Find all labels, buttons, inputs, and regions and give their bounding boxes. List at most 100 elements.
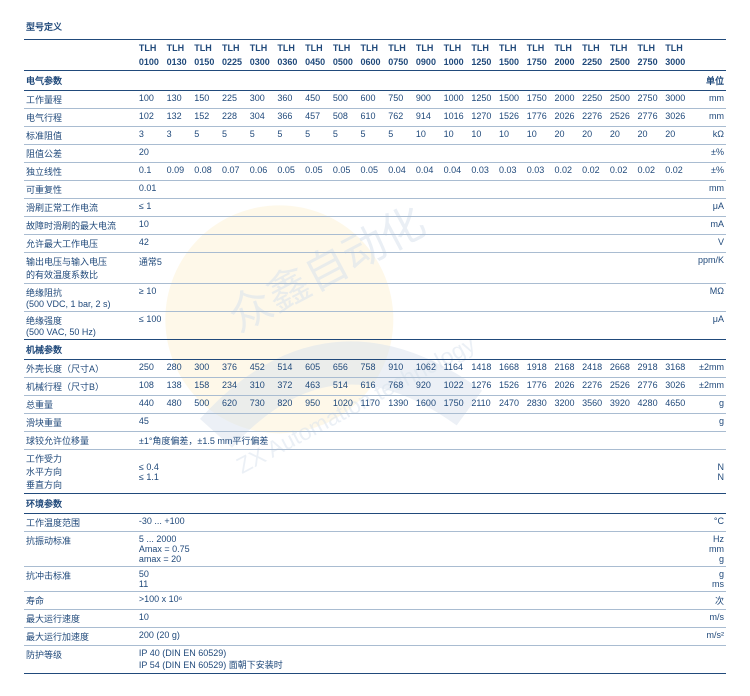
- cell-value: 310: [248, 378, 276, 396]
- cell-value: 1776: [525, 378, 553, 396]
- unit-cell: μA: [691, 312, 726, 340]
- model-prefix: TLH: [525, 40, 553, 56]
- row-label: 工作量程: [24, 91, 137, 109]
- model-code: 2250: [580, 55, 608, 71]
- cell-value: 5: [275, 127, 303, 145]
- model-prefix: TLH: [442, 40, 470, 56]
- model-code: 2000: [552, 55, 580, 71]
- unit-cell: ±2mm: [691, 360, 726, 378]
- cell-value: 620: [220, 396, 248, 414]
- cell-value: 463: [303, 378, 331, 396]
- cell-span-value: ≥ 10: [137, 284, 691, 312]
- model-prefix: TLH: [275, 40, 303, 56]
- unit-cell: mm: [691, 181, 726, 199]
- cell-value: 950: [303, 396, 331, 414]
- cell-value: 1600: [414, 396, 442, 414]
- unit-cell: °C: [691, 514, 726, 532]
- cell-value: 2000: [552, 91, 580, 109]
- cell-value: 0.07: [220, 163, 248, 181]
- spec-table: 型号定义TLHTLHTLHTLHTLHTLHTLHTLHTLHTLHTLHTLH…: [24, 18, 726, 678]
- cell-value: 10: [525, 127, 553, 145]
- cell-value: 610: [359, 109, 387, 127]
- cell-value: 1750: [442, 396, 470, 414]
- cell-value: 10: [497, 127, 525, 145]
- row-label: 绝缘强度(500 VAC, 50 Hz): [24, 312, 137, 340]
- cell-span-value: ≤ 100: [137, 312, 691, 340]
- cell-value: 3026: [663, 378, 691, 396]
- cell-value: 10: [442, 127, 470, 145]
- unit-cell: NN: [691, 450, 726, 494]
- cell-value: 820: [275, 396, 303, 414]
- cell-value: 0.04: [442, 163, 470, 181]
- unit-cell: Hzmmg: [691, 532, 726, 567]
- section-heading: 电气参数: [24, 71, 137, 91]
- row-label: 机械行程（尺寸B）: [24, 378, 137, 396]
- unit-cell: mm: [691, 109, 726, 127]
- cell-span-value: 10: [137, 610, 691, 628]
- model-prefix: TLH: [414, 40, 442, 56]
- cell-value: 0.02: [552, 163, 580, 181]
- cell-value: 5: [331, 127, 359, 145]
- cell-span-value: ≤ 1: [137, 199, 691, 217]
- cell-value: 758: [359, 360, 387, 378]
- model-prefix: TLH: [636, 40, 664, 56]
- unit-cell: g: [691, 396, 726, 414]
- unit-cell: gms: [691, 567, 726, 592]
- cell-value: 3168: [663, 360, 691, 378]
- cell-value: 1776: [525, 109, 553, 127]
- model-code: 3000: [663, 55, 691, 71]
- cell-value: 0.03: [525, 163, 553, 181]
- cell-value: 2526: [608, 109, 636, 127]
- cell-value: 450: [303, 91, 331, 109]
- cell-value: 605: [303, 360, 331, 378]
- cell-value: 1000: [442, 91, 470, 109]
- row-label: 允许最大工作电压: [24, 235, 137, 253]
- cell-value: 1020: [331, 396, 359, 414]
- cell-value: 3560: [580, 396, 608, 414]
- cell-value: 108: [137, 378, 165, 396]
- cell-value: 5: [220, 127, 248, 145]
- cell-value: 1062: [414, 360, 442, 378]
- cell-value: 376: [220, 360, 248, 378]
- cell-value: 2918: [636, 360, 664, 378]
- unit-cell: ppm/K: [691, 253, 726, 284]
- cell-value: 750: [386, 91, 414, 109]
- model-prefix: TLH: [580, 40, 608, 56]
- cell-value: 3920: [608, 396, 636, 414]
- cell-value: 1418: [469, 360, 497, 378]
- cell-value: 730: [248, 396, 276, 414]
- model-code: 0500: [331, 55, 359, 71]
- row-label: 绝缘阻抗(500 VDC, 1 bar, 2 s): [24, 284, 137, 312]
- cell-value: 1270: [469, 109, 497, 127]
- row-label: 可重复性: [24, 181, 137, 199]
- cell-value: 360: [275, 91, 303, 109]
- cell-value: 2026: [552, 378, 580, 396]
- cell-value: 0.05: [303, 163, 331, 181]
- model-prefix: TLH: [331, 40, 359, 56]
- cell-value: 600: [359, 91, 387, 109]
- cell-value: 1668: [497, 360, 525, 378]
- cell-value: 514: [275, 360, 303, 378]
- cell-value: 20: [580, 127, 608, 145]
- cell-value: 0.02: [580, 163, 608, 181]
- cell-value: 0.04: [386, 163, 414, 181]
- model-prefix: TLH: [552, 40, 580, 56]
- row-label: 总重量: [24, 396, 137, 414]
- cell-value: 4650: [663, 396, 691, 414]
- cell-span-value: ±1°角度偏差，±1.5 mm平行偏差: [137, 432, 691, 450]
- cell-value: 372: [275, 378, 303, 396]
- model-code: 1500: [497, 55, 525, 71]
- cell-value: 1526: [497, 109, 525, 127]
- model-code: 0360: [275, 55, 303, 71]
- row-label: 阻值公差: [24, 145, 137, 163]
- cell-value: 440: [137, 396, 165, 414]
- cell-value: 300: [192, 360, 220, 378]
- model-prefix: TLH: [497, 40, 525, 56]
- cell-value: 0.1: [137, 163, 165, 181]
- unit-header: [691, 340, 726, 360]
- cell-span-value: 42: [137, 235, 691, 253]
- cell-value: 4280: [636, 396, 664, 414]
- cell-value: 0.08: [192, 163, 220, 181]
- unit-cell: μA: [691, 199, 726, 217]
- unit-cell: V: [691, 235, 726, 253]
